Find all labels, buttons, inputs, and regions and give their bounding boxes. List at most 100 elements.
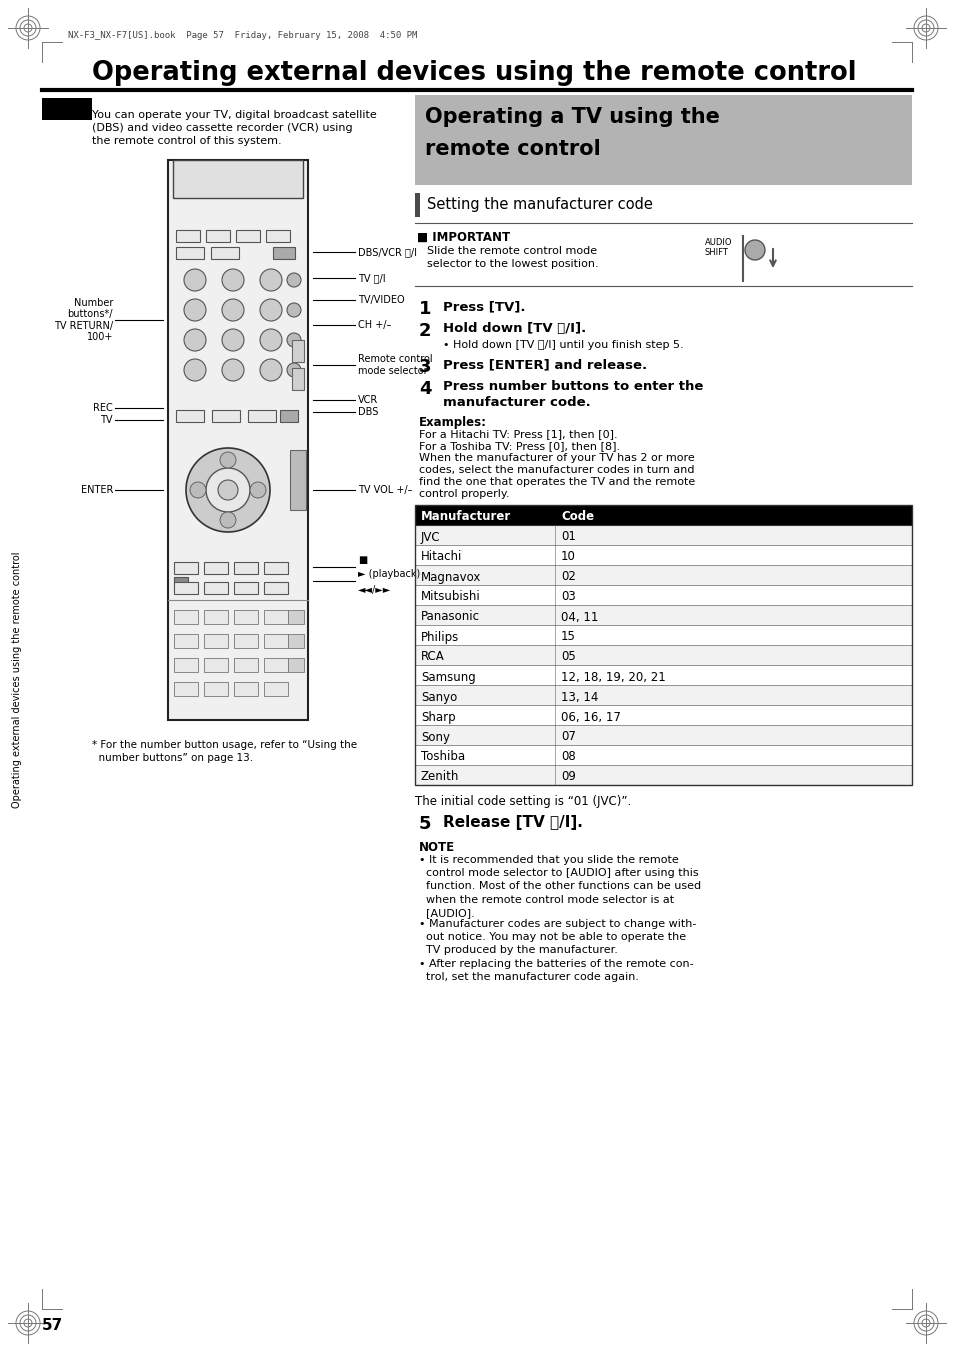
Circle shape [744, 240, 764, 259]
Text: Toshiba: Toshiba [420, 751, 465, 763]
Text: 01: 01 [560, 531, 576, 543]
Bar [204, 582, 228, 594]
Text: manufacturer code.: manufacturer code. [442, 396, 590, 409]
Text: Philips: Philips [420, 631, 458, 643]
Text: 09: 09 [560, 770, 576, 784]
Bar [415, 544, 911, 565]
Bar [233, 611, 257, 624]
Circle shape [218, 480, 237, 500]
Text: 12, 18, 19, 20, 21: 12, 18, 19, 20, 21 [560, 670, 665, 684]
Bar [233, 682, 257, 696]
Bar [173, 611, 198, 624]
Bar [204, 611, 228, 624]
Bar [415, 644, 911, 665]
Text: For a Hitachi TV: Press [1], then [0].: For a Hitachi TV: Press [1], then [0]. [418, 430, 617, 439]
Text: Remote control
mode selector: Remote control mode selector [357, 354, 432, 376]
Bar [204, 562, 228, 574]
Circle shape [190, 482, 206, 499]
Text: Operating a TV using the: Operating a TV using the [424, 107, 720, 127]
Bar [415, 665, 911, 685]
Circle shape [184, 330, 206, 351]
Text: 4: 4 [418, 380, 431, 399]
Text: 03: 03 [560, 590, 576, 604]
Text: Slide the remote control mode
selector to the lowest position.: Slide the remote control mode selector t… [427, 246, 598, 269]
Bar [173, 682, 198, 696]
Text: Panasonic: Panasonic [420, 611, 479, 624]
Text: 1: 1 [418, 300, 431, 317]
Text: Operating external devices using the remote control: Operating external devices using the rem… [12, 551, 22, 808]
Text: TV: TV [100, 415, 112, 426]
Bar [280, 409, 297, 422]
Text: • Hold down [TV ⏻/I] until you finish step 5.: • Hold down [TV ⏻/I] until you finish st… [442, 340, 683, 350]
Circle shape [222, 299, 244, 322]
Text: 57: 57 [42, 1317, 63, 1332]
Text: Sanyo: Sanyo [420, 690, 456, 704]
Bar [211, 247, 239, 259]
Text: Release [TV ⏻/I].: Release [TV ⏻/I]. [442, 815, 582, 830]
Circle shape [184, 359, 206, 381]
Bar [288, 634, 304, 648]
Text: REC: REC [93, 403, 112, 413]
Text: DBS/VCR ⏻/I: DBS/VCR ⏻/I [357, 247, 416, 257]
Text: DBS: DBS [357, 407, 378, 417]
Bar [290, 450, 306, 509]
Bar [273, 247, 294, 259]
Bar [233, 658, 257, 671]
Bar [248, 409, 275, 422]
Text: Number
buttons*/
TV RETURN/
100+: Number buttons*/ TV RETURN/ 100+ [53, 297, 112, 342]
Text: • Manufacturer codes are subject to change with-
  out notice. You may not be ab: • Manufacturer codes are subject to chan… [418, 919, 696, 955]
Circle shape [260, 359, 282, 381]
Text: TV VOL +/–: TV VOL +/– [357, 485, 412, 494]
Text: 02: 02 [560, 570, 576, 584]
Bar [204, 634, 228, 648]
Circle shape [250, 482, 266, 499]
Text: Examples:: Examples: [418, 416, 486, 430]
Bar [288, 658, 304, 671]
Bar [264, 682, 288, 696]
Bar [264, 582, 288, 594]
Bar [415, 626, 911, 644]
Text: Manufacturer: Manufacturer [420, 511, 511, 523]
Circle shape [222, 359, 244, 381]
Text: 06, 16, 17: 06, 16, 17 [560, 711, 620, 724]
Text: * For the number button usage, refer to “Using the: * For the number button usage, refer to … [91, 740, 356, 750]
Text: 13, 14: 13, 14 [560, 690, 598, 704]
Text: Magnavox: Magnavox [420, 570, 481, 584]
Bar [415, 193, 419, 218]
Text: 10: 10 [560, 550, 576, 563]
Text: TV/VIDEO: TV/VIDEO [357, 295, 404, 305]
Circle shape [222, 269, 244, 290]
Text: 07: 07 [560, 731, 576, 743]
Text: NOTE: NOTE [418, 842, 455, 854]
Bar [264, 562, 288, 574]
Text: When the manufacturer of your TV has 2 or more: When the manufacturer of your TV has 2 o… [418, 453, 694, 463]
Bar [415, 685, 911, 705]
Bar [415, 585, 911, 605]
Bar [173, 658, 198, 671]
Bar [266, 230, 290, 242]
Text: Samsung: Samsung [420, 670, 476, 684]
Text: For a Toshiba TV: Press [0], then [8].: For a Toshiba TV: Press [0], then [8]. [418, 440, 619, 451]
Bar [264, 634, 288, 648]
Text: 2: 2 [418, 322, 431, 340]
Text: Operating external devices using the remote control: Operating external devices using the rem… [91, 59, 856, 86]
Text: 04, 11: 04, 11 [560, 611, 598, 624]
Text: NX-F3_NX-F7[US].book  Page 57  Friday, February 15, 2008  4:50 PM: NX-F3_NX-F7[US].book Page 57 Friday, Feb… [68, 31, 417, 41]
Text: ► (playback): ► (playback) [357, 569, 420, 580]
Text: AUDIO
SHIFT: AUDIO SHIFT [704, 238, 732, 258]
Text: ◄◄/►►: ◄◄/►► [357, 585, 391, 594]
Text: Press number buttons to enter the: Press number buttons to enter the [442, 380, 702, 393]
Text: Code: Code [560, 511, 594, 523]
Bar [175, 247, 204, 259]
Bar [233, 634, 257, 648]
Text: 05: 05 [560, 650, 576, 663]
Circle shape [222, 330, 244, 351]
Bar [292, 367, 304, 390]
Circle shape [260, 299, 282, 322]
Text: Press [ENTER] and release.: Press [ENTER] and release. [442, 358, 646, 372]
Text: Zenith: Zenith [420, 770, 459, 784]
Circle shape [184, 269, 206, 290]
Text: ENTER: ENTER [81, 485, 112, 494]
Text: control properly.: control properly. [418, 489, 509, 499]
Bar [288, 611, 304, 624]
